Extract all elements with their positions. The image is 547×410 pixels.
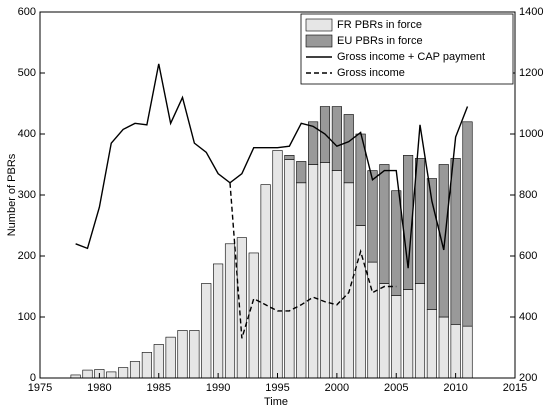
line	[75, 63, 469, 269]
legend-label: FR PBRs in force	[337, 19, 422, 31]
bar	[355, 225, 366, 379]
bar	[141, 352, 152, 379]
x-tick-label: 1995	[265, 382, 289, 394]
bar	[224, 243, 236, 379]
bar	[201, 283, 212, 379]
legend-swatch	[305, 34, 333, 48]
bar	[118, 367, 129, 379]
bar	[403, 289, 414, 379]
bar	[248, 252, 259, 379]
bar	[308, 121, 319, 165]
x-tick-label: 2010	[443, 382, 467, 394]
bar	[296, 182, 307, 379]
legend-swatch	[305, 18, 333, 32]
bar	[391, 295, 402, 379]
bar	[284, 159, 295, 379]
y-tick-label: 100	[18, 311, 36, 323]
bar	[426, 309, 437, 379]
y2-tick-label: 1400	[519, 6, 543, 18]
bar	[379, 164, 390, 284]
bar	[438, 164, 449, 318]
bar	[414, 158, 426, 284]
y2-tick-label: 600	[519, 250, 537, 262]
bar	[343, 182, 354, 379]
x-axis-label: Time	[264, 396, 288, 408]
bar	[319, 162, 331, 379]
bar	[450, 158, 461, 325]
y2-tick-label: 400	[519, 311, 537, 323]
bar	[106, 371, 117, 379]
x-tick-label: 1980	[87, 382, 111, 394]
bar	[379, 283, 390, 379]
bar	[414, 283, 426, 379]
bar	[284, 155, 295, 160]
y2-tick-label: 200	[519, 372, 537, 384]
y-tick-label: 600	[18, 6, 36, 18]
x-tick-label: 2005	[384, 382, 408, 394]
x-tick-label: 1985	[147, 382, 171, 394]
legend-box	[300, 13, 514, 85]
bar	[189, 330, 200, 379]
bar	[331, 106, 342, 171]
y2-tick-label: 1200	[519, 67, 543, 79]
bar	[296, 161, 307, 184]
bar	[129, 361, 141, 379]
y2-tick-label: 800	[519, 189, 537, 201]
y-axis-label: Number of PBRs	[6, 153, 18, 236]
bar	[367, 170, 378, 263]
bar	[236, 237, 247, 379]
x-tick-label: 1975	[28, 382, 52, 394]
legend-label: Gross income + CAP payment	[337, 51, 485, 63]
bar	[450, 324, 461, 379]
bar	[391, 190, 402, 296]
y-tick-label: 200	[18, 250, 36, 262]
bar	[403, 155, 414, 290]
bar	[343, 114, 354, 184]
bar	[308, 164, 319, 379]
y2-tick-label: 1000	[519, 128, 543, 140]
y-tick-label: 0	[30, 372, 36, 384]
bar	[331, 170, 342, 379]
legend-label: Gross income	[337, 67, 405, 79]
bar	[462, 325, 473, 379]
line	[229, 182, 397, 339]
bar	[177, 330, 188, 379]
bar	[153, 344, 164, 379]
y-tick-label: 500	[18, 67, 36, 79]
x-tick-label: 2015	[503, 382, 527, 394]
bar	[272, 150, 283, 379]
x-tick-label: 2000	[325, 382, 349, 394]
bar	[213, 263, 224, 379]
bar	[426, 178, 437, 310]
x-tick-label: 1990	[206, 382, 230, 394]
bar	[260, 184, 271, 379]
bar	[438, 316, 449, 379]
y-tick-label: 300	[18, 189, 36, 201]
bar	[462, 121, 473, 327]
legend-label: EU PBRs in force	[337, 35, 423, 47]
bar	[165, 336, 176, 379]
y-tick-label: 400	[18, 128, 36, 140]
bar	[82, 369, 93, 379]
